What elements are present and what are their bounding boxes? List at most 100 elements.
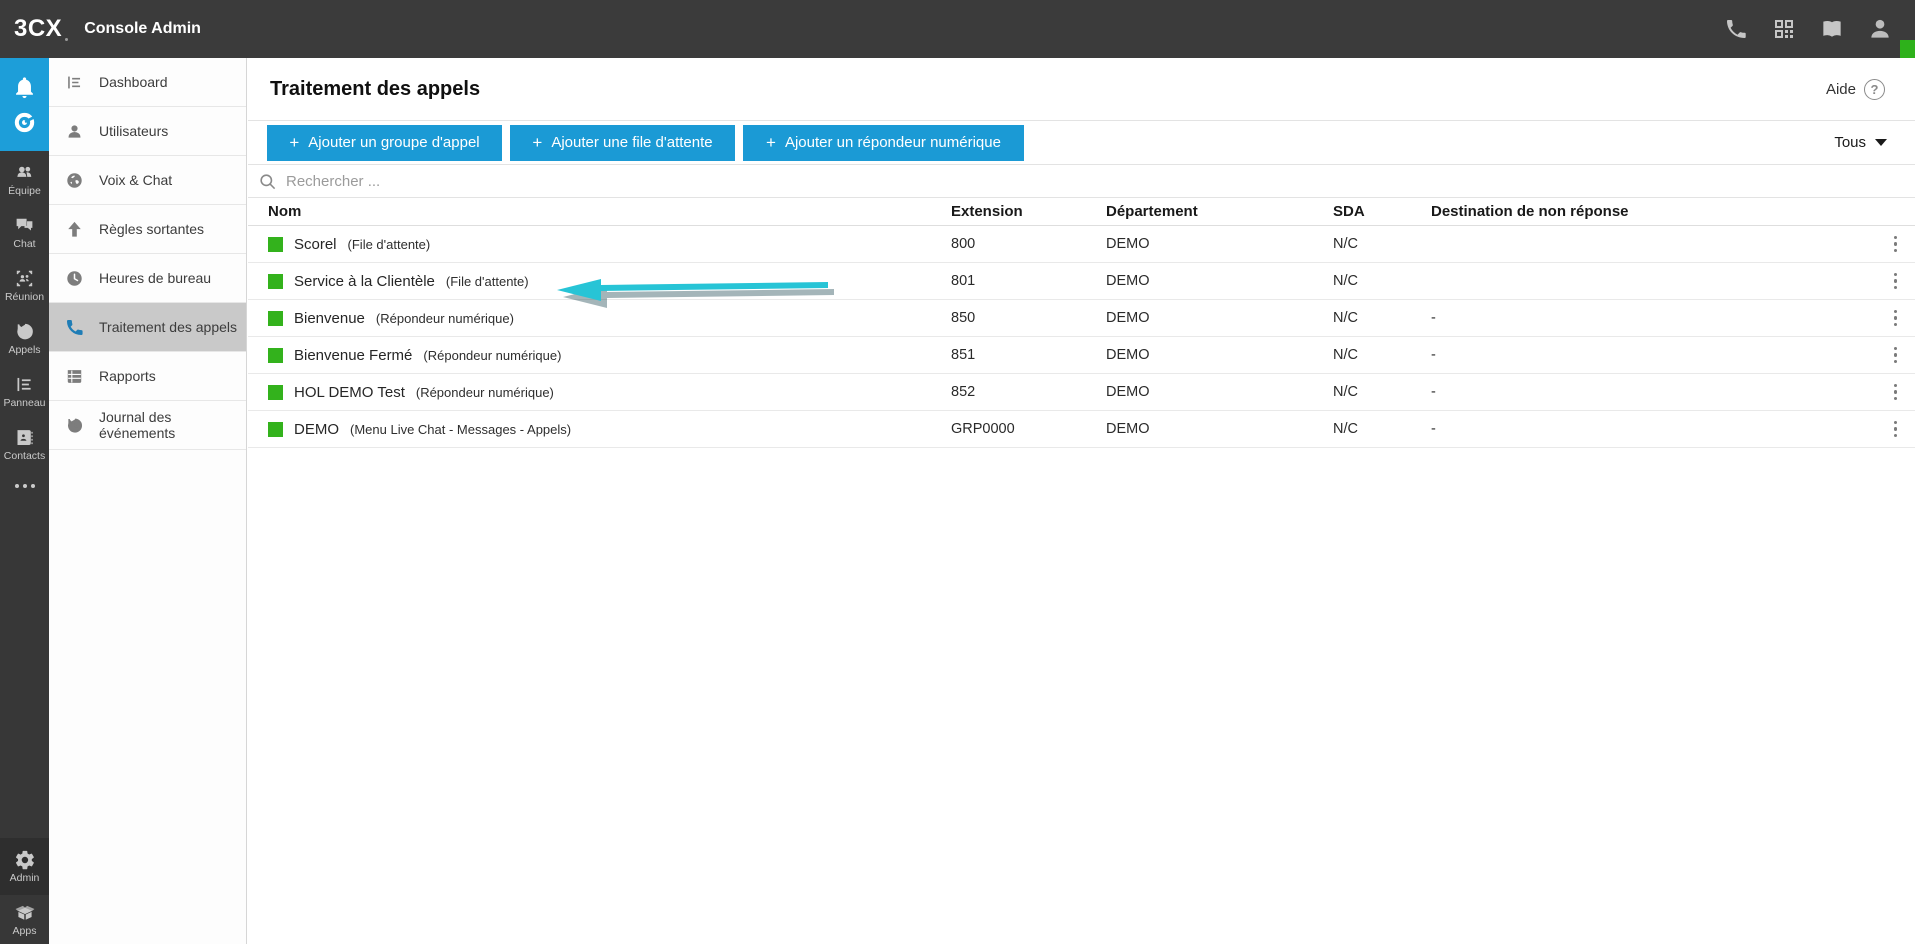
rail-item-panneau[interactable]: Panneau	[0, 365, 49, 418]
sidebar-item-journal-des-evenements[interactable]: Journal des événements	[49, 401, 246, 450]
button-label: Ajouter un groupe d'appel	[308, 134, 480, 151]
search-input[interactable]	[286, 172, 1905, 190]
phone-icon[interactable]	[1723, 16, 1749, 42]
app-title: Console Admin	[84, 20, 201, 37]
row-menu-kebab-icon[interactable]	[1890, 269, 1902, 294]
row-sda: N/C	[1333, 347, 1358, 363]
search-bar	[248, 165, 1915, 198]
row-extension: 850	[951, 310, 976, 326]
sidebar-item-rapports[interactable]: Rapports	[49, 352, 246, 401]
row-destination: -	[1431, 384, 1436, 400]
sidebar-item-label: Heures de bureau	[99, 270, 212, 286]
page-title: Traitement des appels	[270, 77, 481, 100]
help-link[interactable]: Aide ?	[1826, 78, 1885, 100]
rail-label: Chat	[13, 238, 36, 250]
reports-icon	[67, 369, 82, 383]
user-avatar-icon[interactable]	[1867, 16, 1893, 42]
status-square-icon	[268, 384, 283, 400]
phone-icon	[66, 319, 83, 335]
sidebar-item-traitement-des-appels[interactable]: Traitement des appels	[49, 303, 246, 352]
table-row[interactable]: DEMO (Menu Live Chat - Messages - Appels…	[248, 411, 1915, 448]
rail-item-apps[interactable]: Apps	[0, 895, 49, 944]
sidebar-item-label: Règles sortantes	[99, 221, 205, 237]
row-name: DEMO	[294, 420, 339, 438]
sidebar-item-label: Traitement des appels	[99, 319, 237, 335]
row-department: DEMO	[1106, 384, 1150, 400]
row-name: Scorel	[294, 235, 337, 253]
sidebar-item-dashboard[interactable]: Dashboard	[49, 58, 246, 107]
top-bar: 3CX Console Admin	[0, 0, 1915, 58]
logo-text: 3CX	[14, 15, 63, 42]
add-queue-button[interactable]: + Ajouter une file d'attente	[510, 124, 735, 161]
table-row[interactable]: Service à la Clientèle (File d'attente) …	[248, 263, 1915, 300]
row-menu-kebab-icon[interactable]	[1890, 306, 1902, 331]
qr-code-icon[interactable]	[1771, 16, 1797, 42]
add-ring-group-button[interactable]: + Ajouter un groupe d'appel	[267, 124, 502, 161]
main-content: Traitement des appels Aide ? + Ajouter u…	[248, 58, 1915, 944]
row-menu-kebab-icon[interactable]	[1890, 380, 1902, 405]
globe-icon	[67, 172, 82, 188]
rail-label: Panneau	[3, 397, 46, 409]
rail-item-chat[interactable]: Chat	[0, 206, 49, 259]
table-row[interactable]: Scorel (File d'attente) 800 DEMO N/C	[248, 226, 1915, 263]
arrow-up-icon	[68, 221, 81, 237]
rail-label: Équipe	[8, 185, 41, 197]
rail-item-contacts[interactable]: Contacts	[0, 418, 49, 471]
handbook-icon[interactable]	[1819, 16, 1845, 42]
plus-icon: +	[766, 132, 776, 152]
swirl-icon	[14, 112, 35, 132]
dashboard-icon	[68, 76, 81, 88]
call-history-icon	[17, 323, 33, 340]
sidebar-item-voix-chat[interactable]: Voix & Chat	[49, 156, 246, 205]
row-menu-kebab-icon[interactable]	[1890, 232, 1902, 257]
rail-item-reunion[interactable]: Réunion	[0, 259, 49, 312]
column-header-sda: SDA	[1333, 203, 1365, 220]
table-row[interactable]: Bienvenue (Répondeur numérique) 850 DEMO…	[248, 300, 1915, 337]
row-menu-kebab-icon[interactable]	[1890, 343, 1902, 368]
row-name: Bienvenue	[294, 309, 365, 327]
row-type: (File d'attente)	[347, 236, 431, 252]
table-row[interactable]: HOL DEMO Test (Répondeur numérique) 852 …	[248, 374, 1915, 411]
logo-dot	[65, 38, 69, 41]
row-sda: N/C	[1333, 384, 1358, 400]
toolbar: + Ajouter un groupe d'appel + Ajouter un…	[248, 121, 1915, 165]
row-sda: N/C	[1333, 273, 1358, 289]
rail-item-appels[interactable]: Appels	[0, 312, 49, 365]
sidebar-item-regles-sortantes[interactable]: Règles sortantes	[49, 205, 246, 254]
add-ivr-button[interactable]: + Ajouter un répondeur numérique	[743, 124, 1024, 161]
rail-label: Réunion	[4, 291, 45, 303]
row-sda: N/C	[1333, 236, 1358, 252]
admin-sidebar: Dashboard Utilisateurs Voix & Chat Règle…	[49, 58, 247, 944]
table-row[interactable]: Bienvenue Fermé (Répondeur numérique) 85…	[248, 337, 1915, 374]
rail-bottom: Admin Apps	[0, 838, 49, 944]
help-icon: ?	[1864, 78, 1885, 100]
chevron-down-icon	[1875, 139, 1887, 146]
more-icon[interactable]	[0, 471, 49, 501]
sidebar-item-heures-de-bureau[interactable]: Heures de bureau	[49, 254, 246, 303]
plus-icon: +	[289, 132, 300, 152]
row-type: (Répondeur numérique)	[375, 310, 514, 326]
plus-icon: +	[532, 132, 543, 152]
3cx-logo: 3CX	[14, 15, 69, 43]
rail-item-admin[interactable]: Admin	[0, 838, 49, 895]
sidebar-item-label: Rapports	[99, 368, 156, 384]
row-destination: -	[1431, 310, 1436, 326]
row-name: HOL DEMO Test	[294, 383, 405, 401]
status-square-icon	[268, 347, 283, 363]
gear-icon	[15, 850, 34, 870]
status-square-icon	[268, 236, 283, 252]
rail-item-equipe[interactable]: Équipe	[0, 153, 49, 206]
rail-active-section[interactable]	[0, 58, 49, 151]
row-extension: 852	[951, 384, 976, 400]
row-menu-kebab-icon[interactable]	[1890, 417, 1902, 442]
status-square-icon	[268, 273, 283, 289]
sidebar-item-utilisateurs[interactable]: Utilisateurs	[49, 107, 246, 156]
filter-dropdown[interactable]: Tous	[1834, 134, 1887, 151]
rail-items: Équipe Chat Réunion App	[0, 153, 49, 501]
sidebar-item-label: Dashboard	[99, 74, 168, 90]
row-destination: -	[1431, 421, 1436, 437]
left-rail: Équipe Chat Réunion App	[0, 58, 49, 944]
panel-icon	[17, 377, 31, 392]
rail-label: Contacts	[3, 450, 46, 462]
